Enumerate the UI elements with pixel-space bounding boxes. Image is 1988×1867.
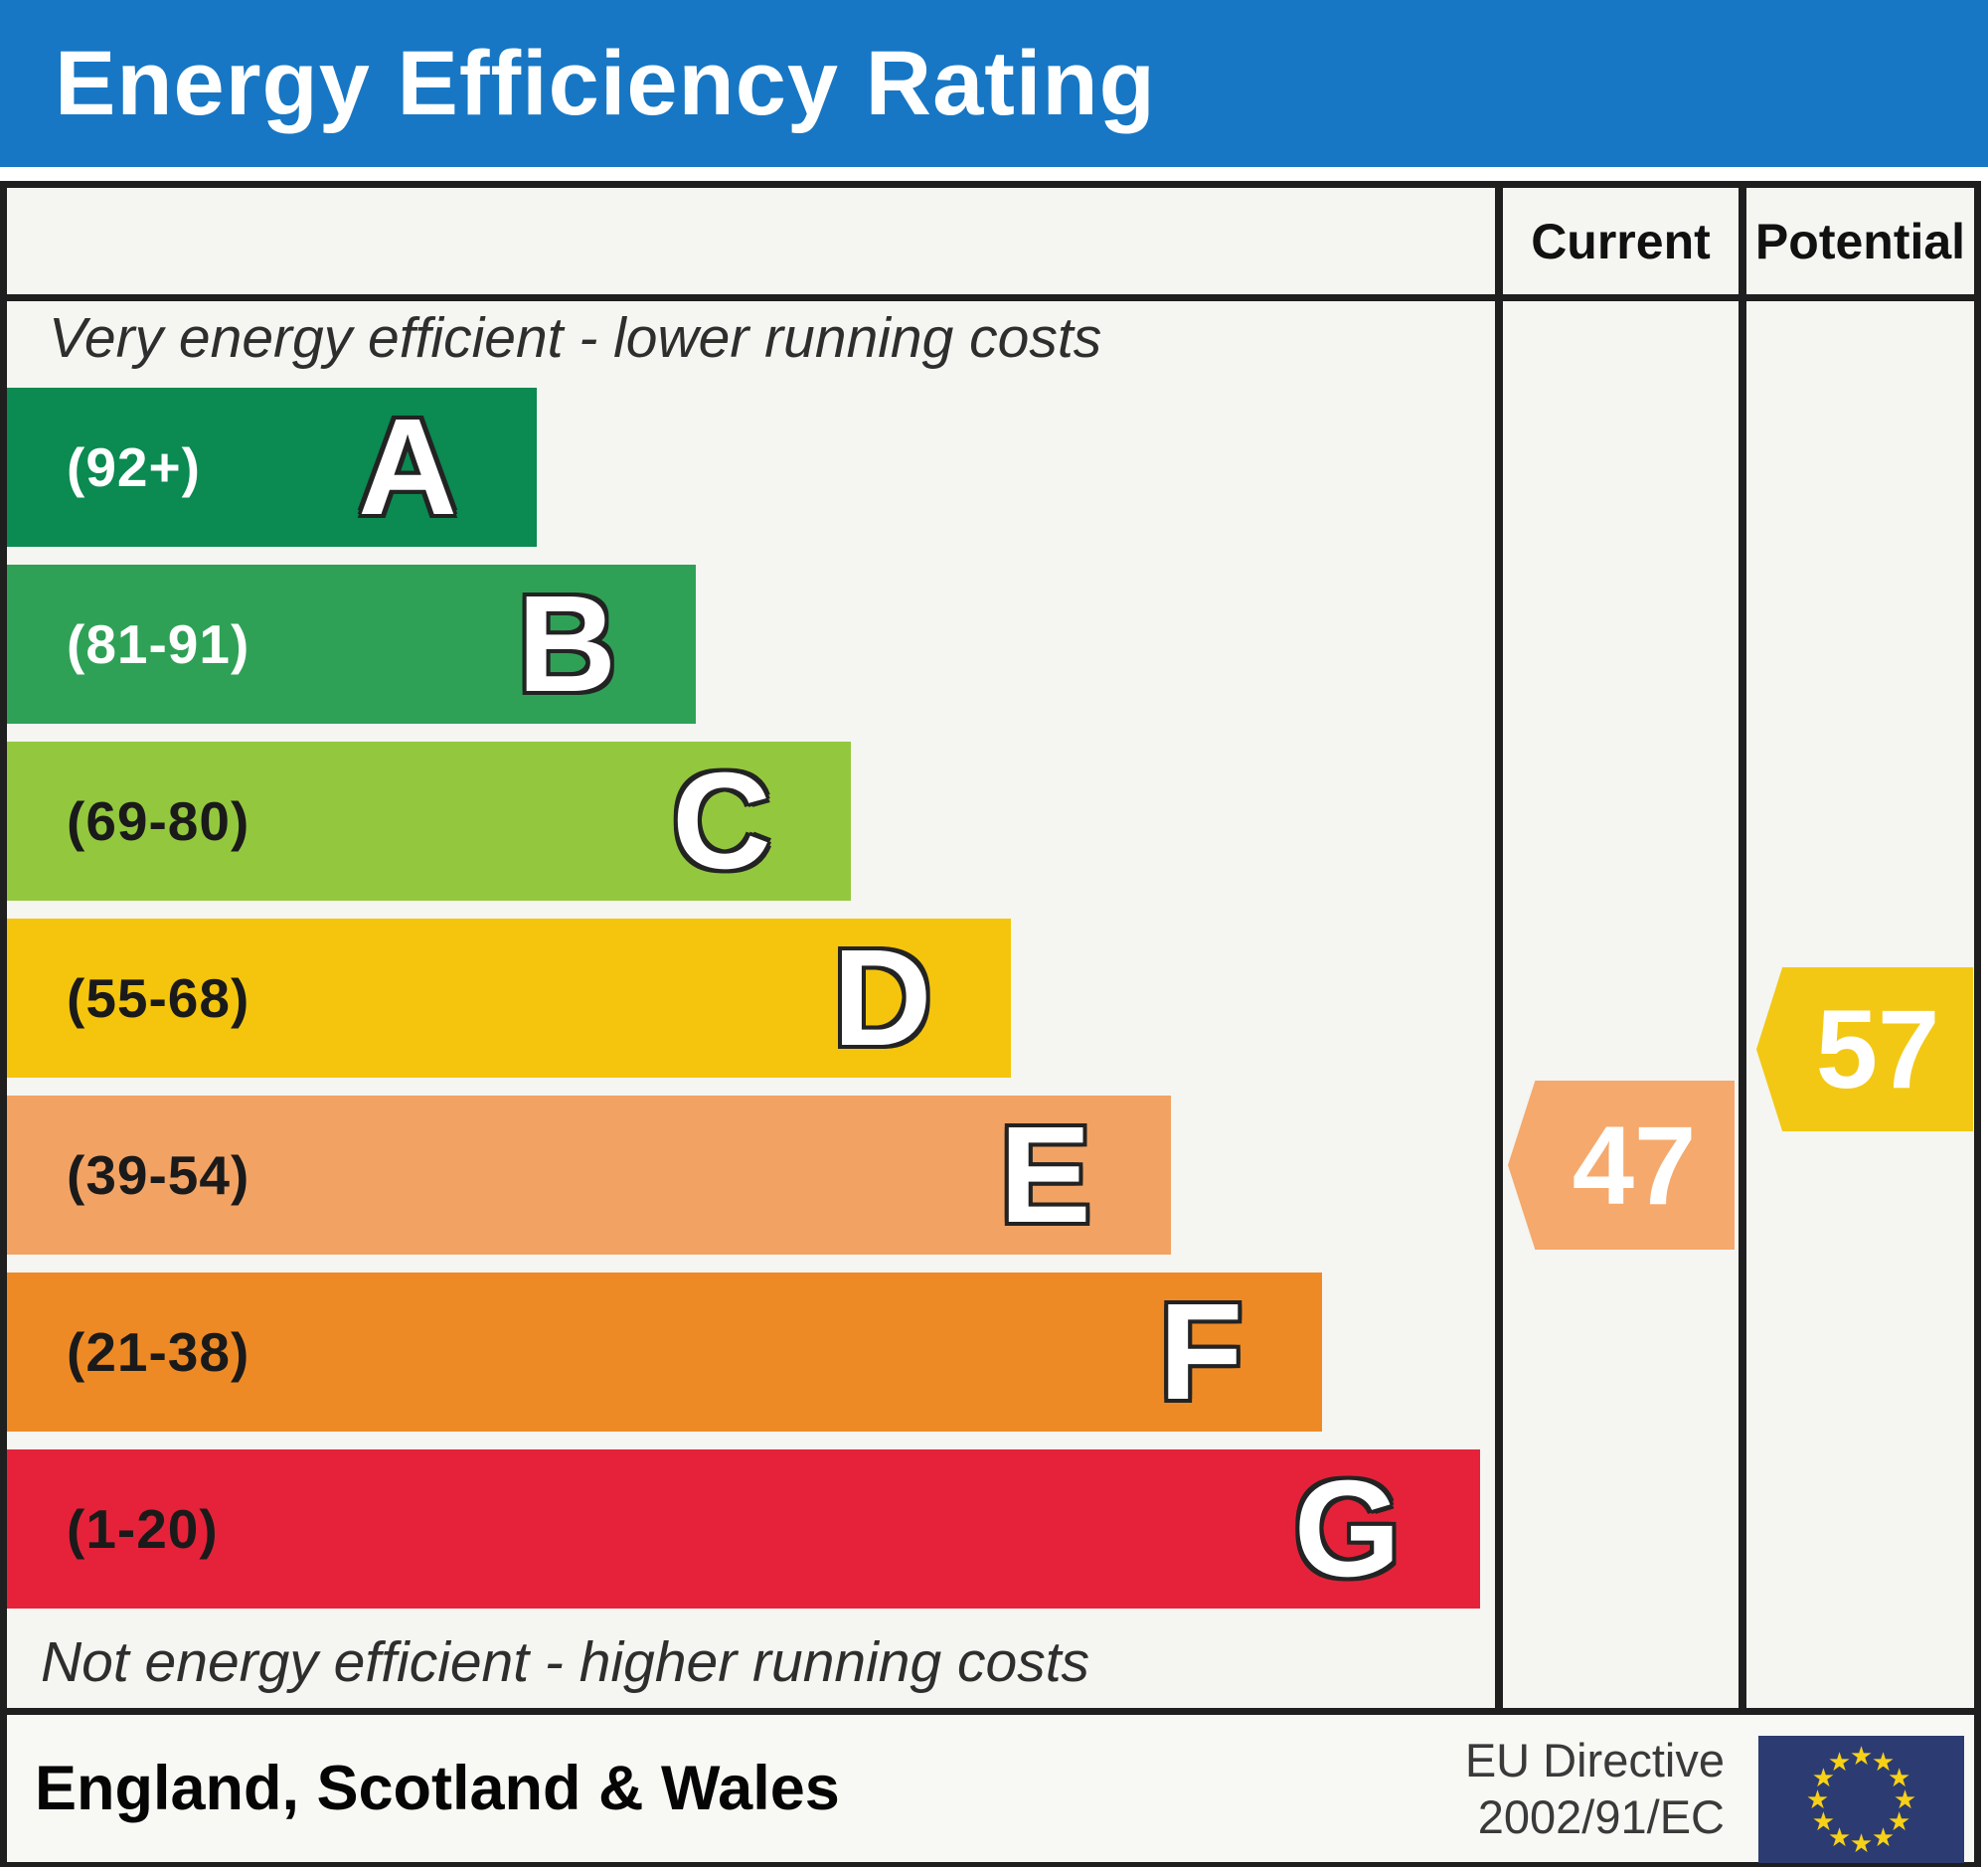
band-range-label-g: (1-20) [67,1498,219,1560]
title-bar: Energy Efficiency Rating [0,0,1988,167]
band-letter-c: C [672,745,771,898]
eu-directive-line2: 2002/91/EC [1477,1790,1725,1843]
band-letter-b: B [517,568,617,721]
band-range-label-d: (55-68) [67,967,250,1029]
potential-rating-value: 57 [1815,987,1940,1111]
region-label: England, Scotland & Wales [35,1754,840,1823]
band-letter-a: A [358,391,457,544]
footer-bar: England, Scotland & Wales EU Directive 2… [0,1708,1981,1867]
band-range-label-c: (69-80) [67,790,250,852]
current-column-divider [1495,188,1503,1708]
eu-directive-label: EU Directive 2002/91/EC [1465,1715,1725,1862]
eu-directive-line1: EU Directive [1464,1733,1725,1786]
band-letter-d: D [832,922,932,1075]
band-range-label-b: (81-91) [67,613,250,675]
top-note: Very energy efficient - lower running co… [49,306,1102,370]
svg-text:★: ★ [1828,1823,1851,1853]
column-header-potential: Potential [1754,213,1966,269]
band-row-e: (39-54) E [7,1096,1171,1255]
band-letter-e: E [999,1099,1091,1252]
band-row-f: (21-38) F [7,1273,1323,1432]
band-range-label-f: (21-38) [67,1321,250,1383]
band-letter-f: F [1159,1275,1243,1429]
potential-column-divider [1739,188,1746,1708]
svg-text:★: ★ [1888,1807,1910,1837]
svg-text:★: ★ [1812,1807,1835,1837]
band-row-d: (55-68) D [7,919,1012,1078]
potential-rating-arrow: 57 [1756,967,1973,1131]
svg-text:★: ★ [1888,1764,1910,1793]
rating-bands: (92+) A (81-91) B (69-80) C (55-68) D (3… [7,388,1495,1626]
band-row-g: (1-20) G [7,1449,1481,1609]
current-rating-arrow: 47 [1508,1081,1735,1250]
svg-text:★: ★ [1828,1748,1851,1778]
svg-text:★: ★ [1806,1785,1829,1815]
header-underline [7,294,1974,301]
svg-text:★: ★ [1850,1742,1873,1772]
band-row-b: (81-91) B [7,565,697,724]
svg-text:★: ★ [1894,1785,1916,1815]
band-range-label-e: (39-54) [67,1144,250,1206]
band-row-c: (69-80) C [7,742,851,901]
band-row-a: (92+) A [7,388,537,547]
bottom-note: Not energy efficient - higher running co… [41,1630,1090,1694]
eu-flag-icon: ★ ★ ★ ★ ★ ★ ★ ★ ★ ★ ★ ★ [1758,1736,1964,1863]
page-title: Energy Efficiency Rating [55,32,1156,134]
band-letter-g: G [1293,1452,1402,1606]
svg-text:★: ★ [1872,1823,1895,1853]
svg-text:★: ★ [1812,1764,1835,1793]
rating-table: Current Potential Very energy efficient … [0,181,1981,1708]
svg-text:★: ★ [1850,1829,1873,1859]
column-header-current: Current [1531,213,1711,269]
svg-text:★: ★ [1872,1748,1895,1778]
current-rating-value: 47 [1572,1103,1697,1228]
band-range-label-a: (92+) [67,436,201,498]
